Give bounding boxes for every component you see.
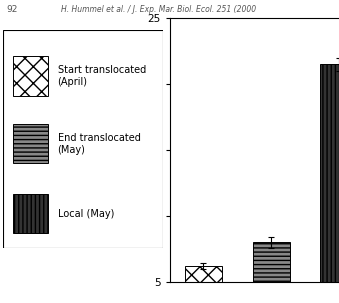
Bar (185, 266, 222, 303)
Text: Start translocated
(April): Start translocated (April) (58, 65, 146, 87)
Y-axis label: Glycogen (% DW): Glycogen (% DW) (133, 104, 143, 196)
Bar (13, 56, 48, 96)
Bar (13, 124, 48, 163)
Bar (320, 64, 339, 303)
Text: End translocated
(May): End translocated (May) (58, 133, 140, 155)
Text: H. Hummel et al. / J. Exp. Mar. Biol. Ecol. 251 (2000: H. Hummel et al. / J. Exp. Mar. Biol. Ec… (61, 5, 256, 14)
Bar (13, 194, 48, 233)
Bar (253, 242, 290, 303)
Text: 92: 92 (7, 5, 18, 14)
Text: Local (May): Local (May) (58, 208, 114, 218)
